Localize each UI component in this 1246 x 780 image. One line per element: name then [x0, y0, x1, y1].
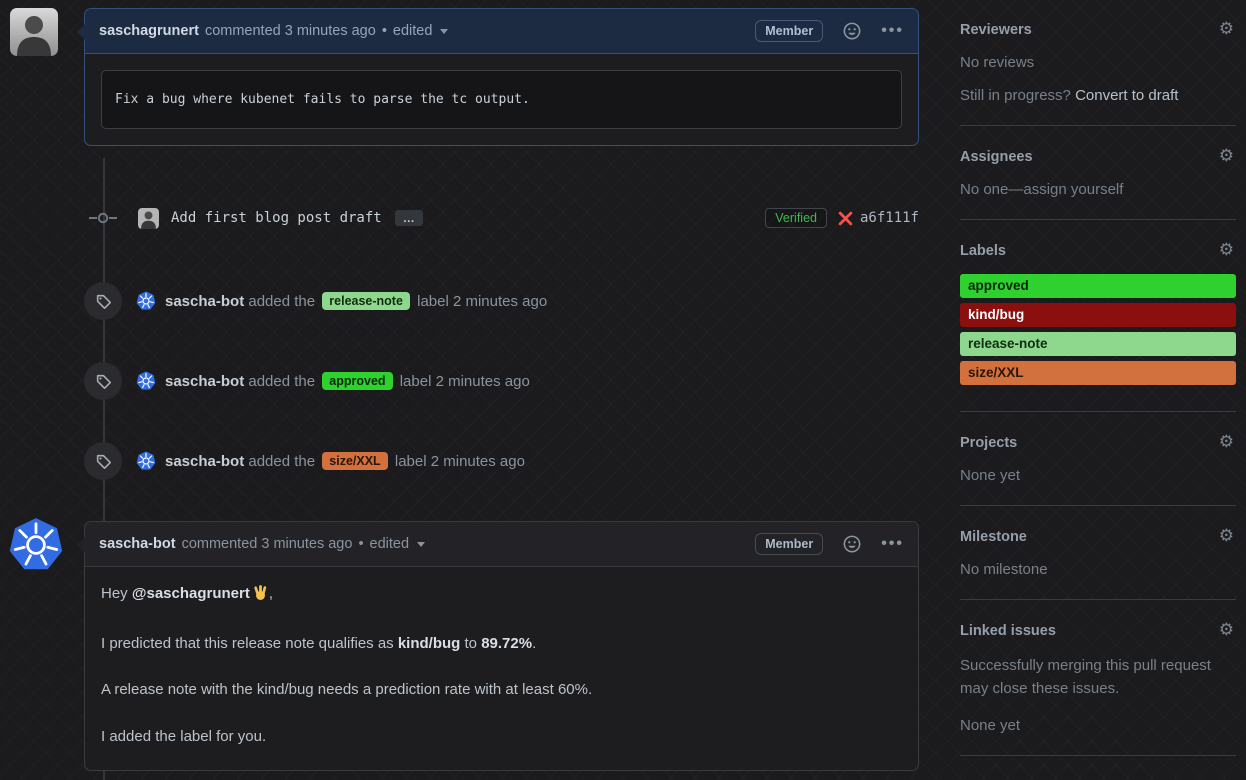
event-time-text[interactable]: label 2 minutes ago: [417, 293, 548, 310]
comment-header: sascha-bot commented 3 minutes ago • edi…: [77, 522, 918, 567]
projects-empty-text: None yet: [960, 467, 1021, 484]
draft-hint-text: Still in progress?: [960, 87, 1076, 104]
sidebar-label-approved[interactable]: approved: [960, 274, 1236, 298]
label-chip[interactable]: size/XXL: [322, 452, 388, 470]
commit-author-avatar[interactable]: [138, 207, 159, 229]
commit-message-link[interactable]: Add first blog post draft: [171, 210, 382, 226]
comment-saschagrunert: saschagrunert commented 3 minutes ago • …: [77, 8, 919, 146]
gear-icon[interactable]: ⚙: [1218, 19, 1234, 38]
event-action-text: added the: [248, 373, 316, 390]
gear-icon[interactable]: ⚙: [1218, 620, 1234, 639]
meta-dot: •: [381, 23, 387, 39]
gear-icon[interactable]: ⚙: [1218, 146, 1234, 165]
bold-text: 89.72%: [481, 634, 533, 652]
event-action-text: added the: [248, 453, 316, 470]
comment-meta[interactable]: commented 3 minutes ago: [181, 536, 353, 552]
tag-icon: [96, 294, 111, 309]
code-block: Fix a bug where kubenet fails to parse t…: [101, 70, 902, 129]
comment-author-link[interactable]: saschagrunert: [99, 23, 199, 39]
section-title: Reviewers: [960, 22, 1032, 38]
event-action-text: added the: [248, 293, 316, 310]
avatar[interactable]: [10, 8, 58, 56]
chevron-down-icon[interactable]: [440, 28, 449, 34]
sascha-bot-avatar[interactable]: [136, 291, 156, 311]
section-title: Linked issues: [960, 623, 1056, 639]
emoji-reaction-button[interactable]: [843, 22, 861, 40]
sidebar-section-labels: Labels ⚙ approved kind/bug release-note …: [960, 240, 1236, 412]
tag-icon: [96, 374, 111, 389]
commit-expand-button[interactable]: …: [394, 210, 423, 226]
kebab-menu-button[interactable]: •••: [881, 22, 904, 39]
edited-dropdown[interactable]: edited: [392, 23, 433, 39]
verified-badge[interactable]: Verified: [765, 208, 827, 228]
bold-text: kind/bug: [397, 634, 461, 652]
smiley-icon: [843, 535, 861, 553]
member-badge: Member: [755, 20, 824, 42]
sidebar-section-linked-issues: Linked issues ⚙ Successfully merging thi…: [960, 620, 1236, 756]
event-actor-link[interactable]: sascha-bot: [165, 453, 245, 470]
comment-paragraph: I added the label for you.: [101, 727, 267, 745]
commit-event-row: Add first blog post draft … Verified a6f…: [84, 203, 919, 233]
sascha-bot-avatar-large[interactable]: [8, 517, 64, 573]
pr-sidebar: Reviewers ⚙ No reviews Still in progress…: [960, 19, 1236, 779]
sidebar-label-kind-bug[interactable]: kind/bug: [960, 303, 1236, 327]
event-badge: [84, 282, 122, 320]
tag-icon: [96, 454, 111, 469]
smiley-icon: [843, 22, 861, 40]
commit-sha-link[interactable]: a6f111f: [859, 210, 919, 226]
git-commit-icon: [89, 211, 117, 225]
bot-comment-body: Hey @saschagrunert, I predicted that this…: [85, 567, 918, 780]
assignees-empty-text[interactable]: No one—assign yourself: [960, 181, 1124, 198]
comment-paragraph: A release note with the kind/bug needs a…: [101, 681, 593, 698]
section-title: Milestone: [960, 529, 1027, 545]
comment-author-link[interactable]: sascha-bot: [99, 536, 176, 552]
gear-icon[interactable]: ⚙: [1218, 526, 1234, 545]
meta-dot: •: [358, 536, 364, 552]
comment-paragraph: Hey @saschagrunert,: [101, 583, 902, 609]
event-time-text[interactable]: label 2 minutes ago: [399, 373, 530, 390]
section-title: Labels: [960, 243, 1006, 259]
gear-icon[interactable]: ⚙: [1218, 432, 1234, 451]
member-badge: Member: [755, 533, 824, 555]
label-chip[interactable]: release-note: [322, 292, 410, 310]
linked-issues-empty-text: None yet: [960, 716, 1021, 734]
comment-meta[interactable]: commented 3 minutes ago: [204, 23, 376, 39]
sidebar-section-milestone: Milestone ⚙ No milestone: [960, 526, 1236, 600]
gear-icon[interactable]: ⚙: [1218, 240, 1234, 259]
event-time-text[interactable]: label 2 minutes ago: [394, 453, 525, 470]
event-badge: [84, 362, 122, 400]
section-title: Assignees: [960, 149, 1033, 165]
label-event-row: sascha-bot added the approved label 2 mi…: [84, 362, 919, 400]
sidebar-label-release-note[interactable]: release-note: [960, 332, 1236, 356]
milestone-empty-text: No milestone: [960, 561, 1048, 578]
sidebar-section-projects: Projects ⚙ None yet: [960, 432, 1236, 506]
edited-dropdown[interactable]: edited: [369, 536, 410, 552]
chevron-down-icon[interactable]: [417, 541, 426, 547]
sidebar-section-reviewers: Reviewers ⚙ No reviews Still in progress…: [960, 19, 1236, 126]
emoji-reaction-button[interactable]: [843, 535, 861, 553]
sascha-bot-avatar[interactable]: [136, 451, 156, 471]
convert-to-draft-link[interactable]: Convert to draft: [1075, 87, 1179, 104]
comment-paragraph: I predicted that this release note quali…: [101, 634, 537, 652]
section-title: Projects: [960, 435, 1018, 451]
label-event-row: sascha-bot added the release-note label …: [84, 282, 919, 320]
sascha-bot-avatar[interactable]: [136, 371, 156, 391]
comment-sascha-bot: sascha-bot commented 3 minutes ago • edi…: [77, 521, 919, 771]
x-failed-check-icon[interactable]: [838, 211, 853, 226]
sidebar-label-size-xxl[interactable]: size/XXL: [960, 361, 1236, 385]
label-event-row: sascha-bot added the size/XXL label 2 mi…: [84, 442, 919, 480]
label-chip[interactable]: approved: [322, 372, 393, 390]
linked-issues-description: Successfully merging this pull request m…: [960, 657, 1211, 698]
event-badge: [84, 442, 122, 480]
comment-header: saschagrunert commented 3 minutes ago • …: [77, 9, 918, 54]
reviewers-empty-text: No reviews: [960, 54, 1035, 71]
comment-body: Fix a bug where kubenet fails to parse t…: [85, 54, 918, 145]
kebab-menu-button[interactable]: •••: [881, 535, 904, 552]
event-actor-link[interactable]: sascha-bot: [165, 293, 245, 310]
sidebar-section-assignees: Assignees ⚙ No one—assign yourself: [960, 146, 1236, 220]
wave-emoji-icon: [252, 584, 269, 609]
event-actor-link[interactable]: sascha-bot: [165, 373, 245, 390]
bold-text[interactable]: @saschagrunert: [131, 585, 250, 602]
